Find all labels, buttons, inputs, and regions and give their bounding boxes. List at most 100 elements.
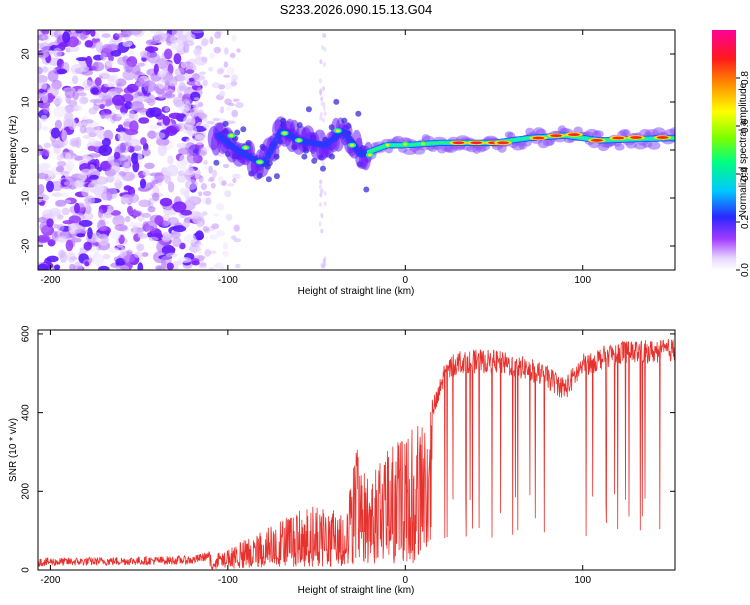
spectrogram-noise-cell — [228, 102, 235, 107]
spectrogram-noise-cell — [122, 69, 136, 81]
spectrogram-noise-cell — [209, 250, 217, 254]
spectrogram-noise-cell — [38, 31, 45, 41]
spectrogram-noise-cell — [235, 263, 241, 269]
spectrogram-noise-cell — [122, 40, 133, 47]
spectrogram-y-tick-label: 20 — [21, 48, 32, 60]
spectrogram-noise-cell — [195, 169, 201, 177]
spectrogram-noise-cell — [198, 112, 206, 119]
spectrogram-noise-cell — [203, 123, 210, 129]
spectrogram-noise-cell — [116, 264, 130, 270]
spectrogram-noise-cell — [167, 217, 179, 226]
spectrogram-hotspot — [335, 129, 340, 133]
spectrogram-noise-cell — [71, 75, 79, 85]
colorbar-tick-label: 0.2 — [740, 215, 750, 229]
spectrogram-noise-cell — [164, 48, 173, 60]
snr-y-axis-label: SNR (10 * v/v) — [8, 418, 19, 482]
snr-series-line — [38, 338, 675, 570]
spectrogram-track-halo — [648, 141, 661, 150]
spectrogram-noise-cell — [178, 81, 186, 92]
spectrogram-noise-cell — [55, 165, 65, 173]
spectrogram-track-halo — [234, 129, 241, 136]
spectrogram-noise-cell — [42, 209, 54, 219]
spectrogram-noise-cell — [38, 93, 47, 99]
spectrogram-noise-cell — [194, 134, 206, 146]
spectrogram-noise-cell — [127, 138, 141, 147]
spectrogram-noise-cell — [164, 106, 170, 112]
spectrogram-noise-cell — [90, 237, 98, 244]
spectrogram-noise-cell — [320, 263, 324, 269]
spectrogram-noise-cell — [131, 229, 138, 235]
spectrogram-noise-cell — [153, 63, 159, 75]
spectrogram-noise-cell — [137, 62, 145, 67]
spectrogram-noise-cell — [79, 96, 89, 105]
spectrogram-track-halo — [594, 130, 604, 138]
spectrogram-noise-cell — [214, 31, 222, 39]
spectrogram-noise-cell — [125, 215, 131, 223]
spectrogram-noise-cell — [127, 205, 133, 215]
spectrogram-noise-cell — [98, 92, 105, 99]
spectrogram-noise-cell — [110, 50, 122, 57]
spectrogram-noise-cell — [198, 191, 203, 197]
spectrogram-noise-cell — [184, 142, 196, 152]
spectrogram-track-halo — [213, 159, 220, 166]
spectrogram-noise-cell — [38, 201, 45, 206]
spectrogram-noise-cell — [216, 230, 225, 237]
spectrogram-noise-cell — [138, 199, 152, 208]
spectrogram-noise-cell — [84, 40, 94, 48]
colorbar-tick-label: 0.4 — [740, 167, 750, 181]
spectrogram-noise-cell — [137, 229, 144, 238]
spectrogram-noise-cell — [95, 40, 104, 53]
spectrogram-noise-cell — [119, 246, 127, 259]
spectrogram-noise-cell — [148, 39, 157, 45]
spectrogram-noise-cell — [167, 155, 174, 165]
spectrogram-noise-cell — [87, 227, 93, 240]
spectrogram-noise-cell — [89, 98, 104, 104]
spectrogram-noise-cell — [135, 81, 149, 88]
spectrogram-noise-cell — [123, 185, 132, 191]
spectrogram-track-halo — [273, 153, 280, 160]
spectrogram-y-tick-label: -10 — [21, 190, 32, 205]
spectrogram-hotspot — [296, 139, 301, 142]
spectrogram-noise-cell — [106, 67, 120, 73]
spectrogram-noise-cell — [132, 210, 143, 217]
spectrogram-noise-cell — [56, 68, 68, 75]
spectrogram-track-halo — [301, 153, 308, 160]
spectrogram-noise-cell — [172, 225, 187, 233]
spectrogram-noise-cell — [110, 230, 121, 240]
spectrogram-noise-cell — [100, 110, 106, 120]
spectrogram-noise-cell — [203, 159, 208, 165]
spectrogram-noise-cell — [47, 70, 59, 82]
spectrogram-noise-cell — [116, 112, 129, 118]
spectrogram-noise-cell — [115, 78, 127, 87]
spectrogram-noise-cell — [177, 257, 192, 263]
spectrogram-noise-cell — [213, 46, 221, 54]
spectrogram-noise-cell — [42, 33, 51, 43]
spectrogram-noise-cell — [90, 30, 96, 37]
spectrogram-noise-cell — [112, 94, 126, 106]
spectrogram-noise-cell — [105, 60, 114, 67]
spectrogram-noise-cell — [223, 61, 229, 68]
spectrogram-noise-cell — [92, 232, 102, 239]
spectrogram-noise-cell — [76, 233, 86, 238]
spectrogram-noise-cell — [186, 125, 198, 137]
snr-y-tick-label: 400 — [21, 404, 32, 421]
spectrogram-noise-cell — [40, 114, 48, 122]
spectrogram-noise-cell — [199, 262, 207, 266]
spectrogram-noise-cell — [224, 47, 229, 55]
spectrogram-noise-cell — [318, 184, 322, 190]
spectrogram-noise-cell — [233, 238, 242, 243]
spectrogram-noise-cell — [84, 119, 94, 124]
spectrogram-noise-cell — [172, 236, 182, 248]
spectrogram-noise-cell — [89, 174, 99, 180]
spectrogram-noise-cell — [79, 125, 87, 134]
spectrogram-noise-cell — [61, 207, 70, 216]
spectrogram-noise-cell — [152, 192, 160, 202]
spectrogram-noise-cell — [320, 213, 324, 219]
spectrogram-noise-cell — [128, 109, 135, 119]
spectrogram-noise-cell — [232, 178, 237, 183]
spectrogram-noise-cell — [113, 151, 121, 160]
spectrogram-hotspot — [590, 139, 603, 142]
spectrogram-noise-cell — [186, 152, 199, 164]
spectrogram-noise-cell — [203, 165, 210, 170]
